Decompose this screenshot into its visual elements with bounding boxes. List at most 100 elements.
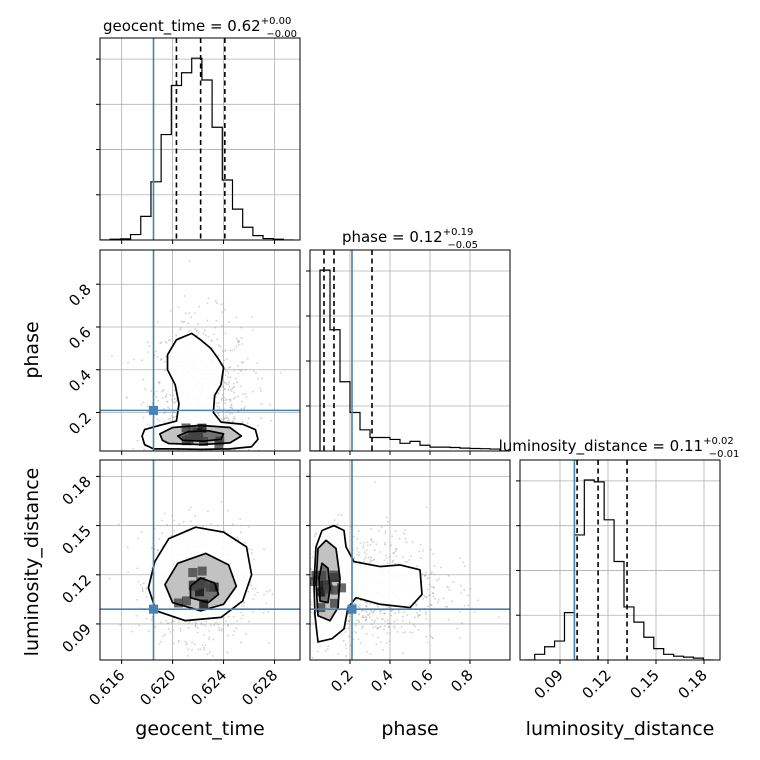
sample-point: [337, 513, 340, 516]
sample-point: [314, 535, 316, 537]
sample-point: [235, 316, 238, 319]
sample-point: [162, 389, 165, 392]
sample-point: [158, 538, 161, 540]
sample-point: [295, 554, 297, 556]
sample-point: [303, 593, 305, 595]
sample-point: [233, 347, 236, 350]
density-block: [187, 425, 197, 435]
sample-point: [280, 579, 282, 581]
tick-label-phase: 0.2: [65, 409, 95, 439]
sample-point: [219, 345, 222, 348]
sample-point: [227, 383, 229, 385]
sample-point: [296, 645, 298, 647]
sample-point: [358, 621, 361, 624]
sample-point: [384, 620, 386, 622]
sample-point: [248, 525, 251, 528]
sample-point: [146, 423, 149, 426]
sample-point: [287, 593, 289, 595]
sample-point: [207, 297, 210, 300]
sample-point: [208, 636, 211, 639]
sample-point: [431, 636, 433, 639]
sample-point: [240, 617, 243, 620]
sample-point: [247, 448, 250, 451]
sample-point: [164, 411, 167, 414]
sample-point: [141, 586, 144, 589]
sample-point: [423, 574, 426, 577]
sample-point: [394, 550, 397, 553]
sample-point: [333, 667, 335, 669]
sample-point: [199, 648, 202, 651]
sample-point: [425, 506, 428, 509]
sample-point: [415, 565, 418, 568]
sample-point: [365, 618, 368, 621]
sample-point: [262, 576, 264, 578]
x-axis-label-phase: phase: [381, 718, 438, 740]
sample-point: [222, 418, 225, 420]
sample-point: [210, 523, 212, 525]
sample-point: [177, 641, 180, 643]
sample-point: [243, 602, 246, 604]
sample-point: [172, 642, 175, 645]
panel-frame-luminosity-distance-vs-phase: [309, 459, 511, 661]
sample-point: [230, 406, 232, 409]
sample-point: [214, 326, 217, 329]
sample-point: [394, 530, 397, 533]
sample-point: [148, 345, 151, 348]
sample-point: [297, 585, 299, 587]
sample-point: [348, 635, 350, 638]
histogram-step-geocent-time: [100, 57, 294, 240]
sample-point: [222, 302, 225, 305]
sample-point: [164, 369, 166, 372]
sample-point: [253, 558, 255, 561]
sample-point: [185, 642, 188, 645]
sample-point: [160, 358, 163, 361]
sample-point: [358, 606, 361, 609]
sample-point: [315, 676, 317, 678]
sample-point: [367, 556, 370, 559]
tick-label-phase: 0.6: [65, 323, 95, 353]
sample-point: [239, 531, 242, 534]
sample-point: [377, 530, 380, 532]
sample-point: [221, 397, 223, 400]
sample-point: [154, 625, 157, 628]
sample-point: [364, 619, 367, 622]
sample-point: [173, 389, 176, 392]
sample-point: [297, 546, 299, 548]
sample-point: [413, 625, 416, 628]
sample-point: [391, 535, 394, 538]
sample-point: [178, 523, 180, 525]
sample-point: [393, 551, 396, 554]
sample-point: [384, 554, 387, 557]
density-block: [195, 587, 205, 597]
sample-point: [212, 638, 215, 641]
sample-point: [189, 520, 192, 523]
sample-point: [357, 530, 360, 532]
sample-point: [454, 662, 456, 664]
sample-point: [230, 404, 233, 407]
sample-point: [158, 642, 161, 645]
sample-point: [195, 622, 198, 625]
sample-point: [430, 604, 433, 607]
sample-point: [223, 359, 226, 362]
sample-point: [159, 359, 162, 361]
sample-point: [256, 578, 258, 580]
sample-point: [243, 407, 246, 410]
density-block: [205, 582, 215, 592]
sample-point: [264, 590, 266, 592]
sample-point: [207, 510, 209, 512]
sample-point: [371, 619, 374, 622]
sample-point: [364, 601, 367, 603]
sample-point: [419, 557, 422, 560]
sample-point: [183, 295, 186, 297]
sample-point: [311, 656, 314, 659]
sample-point: [177, 306, 180, 309]
sample-point: [296, 657, 298, 659]
sample-point: [225, 415, 227, 417]
sample-point: [125, 396, 128, 399]
tick-label-phase: 0.4: [65, 366, 95, 396]
sample-point: [296, 573, 298, 575]
sample-point: [224, 381, 227, 384]
sample-point: [425, 571, 427, 574]
sample-point: [282, 639, 284, 641]
sample-point: [353, 557, 356, 559]
